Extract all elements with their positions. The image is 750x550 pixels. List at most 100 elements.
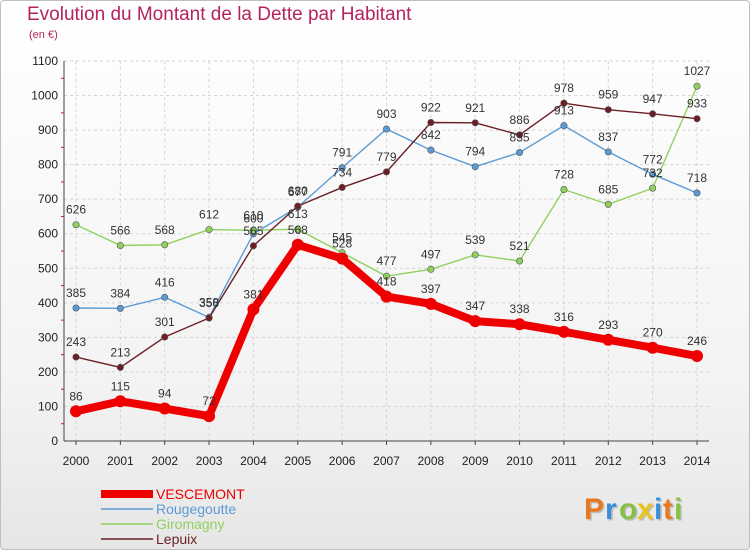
data-point-vescemont — [114, 395, 127, 408]
data-label-giromagny: 521 — [510, 239, 530, 253]
data-point-giromagny — [161, 241, 169, 249]
y-tick-label: 100 — [38, 399, 58, 413]
data-label-vescemont: 246 — [687, 334, 707, 348]
data-point-lepuix — [116, 363, 124, 371]
data-point-lepuix — [693, 115, 701, 123]
data-label-giromagny: 626 — [66, 203, 86, 217]
data-point-giromagny — [649, 184, 657, 192]
proxiti-logo: PP rr oo xx ii tt ii — [584, 493, 684, 528]
data-label-vescemont: 418 — [376, 275, 396, 289]
data-point-vescemont — [336, 252, 349, 265]
data-point-vescemont — [70, 405, 82, 418]
data-label-rougegoutte: 677 — [288, 185, 308, 199]
y-tick-label: 300 — [38, 330, 58, 344]
x-tick-label: 2009 — [462, 454, 489, 468]
y-tick-label: 1100 — [32, 54, 58, 68]
data-label-vescemont: 397 — [421, 282, 441, 296]
series-layer — [70, 82, 703, 423]
data-point-vescemont — [557, 325, 570, 338]
data-label-vescemont: 115 — [111, 379, 130, 393]
x-tick-label: 2012 — [595, 454, 622, 468]
data-label-layer: 385 384 416 358 600 677 791 903 842 794 835 913 837 7… — [66, 64, 711, 408]
data-label-rougegoutte: 385 — [66, 286, 86, 300]
data-label-lepuix: 933 — [687, 97, 707, 111]
x-tick-label: 2010 — [506, 454, 533, 468]
x-tick-label: 2001 — [107, 454, 134, 468]
legend-label-rougegoutte: Rougegoutte — [156, 501, 236, 517]
data-point-vescemont — [513, 318, 526, 331]
data-label-rougegoutte: 903 — [376, 107, 396, 121]
logo-letter: r — [605, 493, 617, 526]
data-point-lepuix — [249, 242, 257, 250]
data-point-vescemont — [380, 290, 393, 303]
data-point-giromagny — [294, 225, 302, 233]
data-point-rougegoutte — [161, 293, 169, 301]
x-tick-label: 2000 — [63, 454, 90, 468]
data-label-giromagny: 497 — [421, 247, 441, 261]
data-point-vescemont — [203, 410, 216, 423]
data-label-lepuix: 213 — [110, 345, 130, 359]
data-label-vescemont: 293 — [598, 318, 618, 332]
data-point-giromagny — [604, 200, 612, 208]
x-tick-label: 2008 — [418, 454, 445, 468]
data-label-rougegoutte: 384 — [110, 286, 130, 300]
data-point-rougegoutte — [693, 189, 701, 197]
data-point-giromagny — [249, 226, 257, 234]
data-point-giromagny — [72, 221, 80, 229]
data-label-rougegoutte: 791 — [332, 146, 352, 160]
data-label-giromagny: 728 — [554, 168, 574, 182]
x-tick-label: 2013 — [639, 454, 666, 468]
data-label-lepuix: 243 — [66, 335, 86, 349]
legend-label-vescemont: VESCEMONT — [156, 486, 245, 502]
data-label-lepuix: 959 — [598, 88, 618, 102]
logo-letter: t — [663, 493, 673, 526]
data-label-lepuix: 947 — [643, 92, 663, 106]
data-point-rougegoutte — [516, 149, 524, 157]
data-point-rougegoutte — [560, 122, 568, 130]
data-label-giromagny: 477 — [376, 254, 396, 268]
y-tick-label: 800 — [38, 158, 58, 172]
data-label-vescemont: 86 — [69, 389, 83, 403]
data-point-vescemont — [247, 303, 260, 316]
data-label-giromagny: 545 — [332, 231, 352, 245]
y-tick-label: 1000 — [31, 89, 58, 103]
x-tick-label: 2006 — [329, 454, 356, 468]
x-tick-label: 2004 — [240, 454, 267, 468]
data-point-vescemont — [469, 315, 482, 328]
data-label-lepuix: 565 — [243, 224, 263, 238]
y-unit-label: (en €) — [29, 29, 58, 41]
data-label-giromagny: 612 — [199, 208, 219, 222]
logo-letter: P — [584, 493, 604, 526]
data-label-rougegoutte: 835 — [510, 131, 530, 145]
data-label-vescemont: 316 — [554, 310, 574, 324]
x-tick-label: 2014 — [684, 454, 711, 468]
logo-letter-shadow: o — [621, 495, 639, 528]
data-label-lepuix: 779 — [376, 150, 396, 164]
legend-label-giromagny: Giromagny — [156, 516, 224, 532]
data-point-lepuix — [516, 131, 524, 139]
data-label-vescemont: 528 — [332, 237, 352, 251]
logo-letter-shadow: x — [639, 495, 656, 528]
data-point-lepuix — [471, 119, 479, 127]
data-point-lepuix — [604, 106, 612, 114]
data-point-vescemont — [646, 341, 659, 354]
logo-letter-shadow: i — [656, 495, 664, 528]
data-point-lepuix — [649, 110, 657, 118]
data-label-giromagny: 1027 — [684, 64, 711, 78]
data-point-vescemont — [602, 333, 615, 346]
data-label-giromagny: 610 — [243, 208, 263, 222]
data-point-giromagny — [560, 186, 568, 194]
data-label-rougegoutte: 842 — [421, 128, 441, 142]
data-point-vescemont — [691, 350, 703, 363]
chart-title: Evolution du Montant de la Dette par Hab… — [27, 4, 412, 25]
data-point-rougegoutte — [649, 170, 657, 178]
axis-layer: 0 100 200 300 400 500 600 700 800 900 1000 1100 2000… — [31, 54, 710, 468]
data-label-lepuix: 301 — [155, 315, 175, 329]
data-label-giromagny: 685 — [598, 182, 618, 196]
data-point-vescemont — [424, 297, 437, 310]
data-label-lepuix: 886 — [510, 113, 530, 127]
x-tick-label: 2005 — [284, 454, 311, 468]
x-tick-label: 2002 — [151, 454, 178, 468]
data-label-vescemont: 72 — [202, 394, 216, 408]
